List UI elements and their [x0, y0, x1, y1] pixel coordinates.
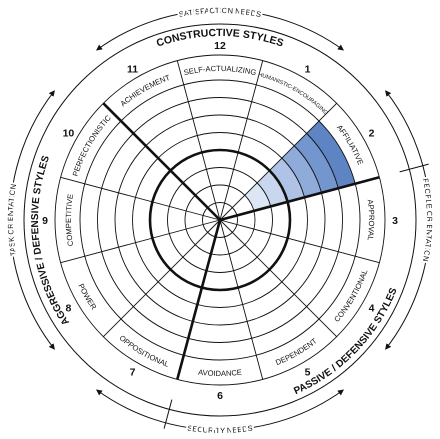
segment-number: 6	[217, 390, 223, 402]
ring	[114, 114, 326, 326]
radial-line	[60, 176, 221, 221]
segment-number: 1	[305, 63, 311, 75]
outer-caption: TASK ORIENTATION	[6, 183, 18, 256]
radial-line	[219, 219, 380, 264]
radial-line	[60, 219, 221, 264]
segment-number: 3	[392, 215, 398, 227]
shaded-band	[257, 170, 288, 207]
radial-line	[219, 219, 264, 380]
thick-ring	[148, 148, 292, 292]
outer-ring	[23, 23, 417, 417]
divider-line	[176, 219, 222, 380]
shaded-band	[306, 121, 356, 189]
divider-line	[102, 102, 221, 221]
ring	[167, 167, 273, 273]
segment-label: HUMANISTIC-ENCOURAGING	[257, 72, 328, 116]
outer-caption: SATISFACTION NEEDS	[178, 6, 262, 19]
ring	[54, 54, 386, 386]
segment-number: 2	[369, 128, 375, 140]
segment-label: SELF-ACTUALIZING	[183, 64, 257, 77]
segment-label: PERFECTIONISTIC	[71, 113, 113, 178]
segment-number: 4	[369, 303, 375, 315]
radial-line	[219, 219, 337, 337]
segment-label: OPPOSITIONAL	[118, 333, 171, 369]
shaded-band	[294, 133, 339, 193]
divider-tick	[163, 399, 173, 429]
segment-number: 12	[214, 40, 226, 52]
segment-number: 11	[127, 63, 138, 75]
arrow-arc	[9, 90, 55, 350]
radial-line	[219, 60, 264, 221]
ring	[132, 132, 308, 308]
arrow-arc	[96, 389, 344, 431]
divider-line	[219, 176, 380, 222]
radial-line	[176, 60, 221, 221]
arrow-arc	[385, 90, 431, 350]
segment-number: 7	[130, 367, 136, 379]
ring	[79, 79, 361, 361]
segment-number: 5	[305, 367, 311, 379]
divider-tick	[399, 163, 429, 173]
segment-label: APPROVAL	[366, 199, 376, 241]
ring	[184, 184, 256, 256]
segment-label: AVOIDANCE	[198, 368, 243, 379]
shaded-band	[269, 158, 305, 202]
segment-label: ACHIEVEMENT	[119, 73, 172, 109]
ring	[202, 202, 238, 238]
outer-caption: PEOPLE ORIENTATION	[421, 178, 434, 263]
segment-label: COMPETITIVE	[64, 193, 75, 247]
segment-number: 10	[63, 128, 75, 140]
radial-line	[103, 219, 221, 337]
shaded-band	[281, 145, 322, 198]
segment-number: 8	[66, 303, 72, 315]
arrow-arc	[96, 9, 344, 51]
segment-number: 9	[42, 215, 48, 227]
radial-line	[219, 103, 337, 221]
ring	[97, 97, 343, 343]
segment-label: DEPENDENT	[274, 336, 319, 367]
outer-caption: SECURITY NEEDS	[187, 424, 253, 435]
